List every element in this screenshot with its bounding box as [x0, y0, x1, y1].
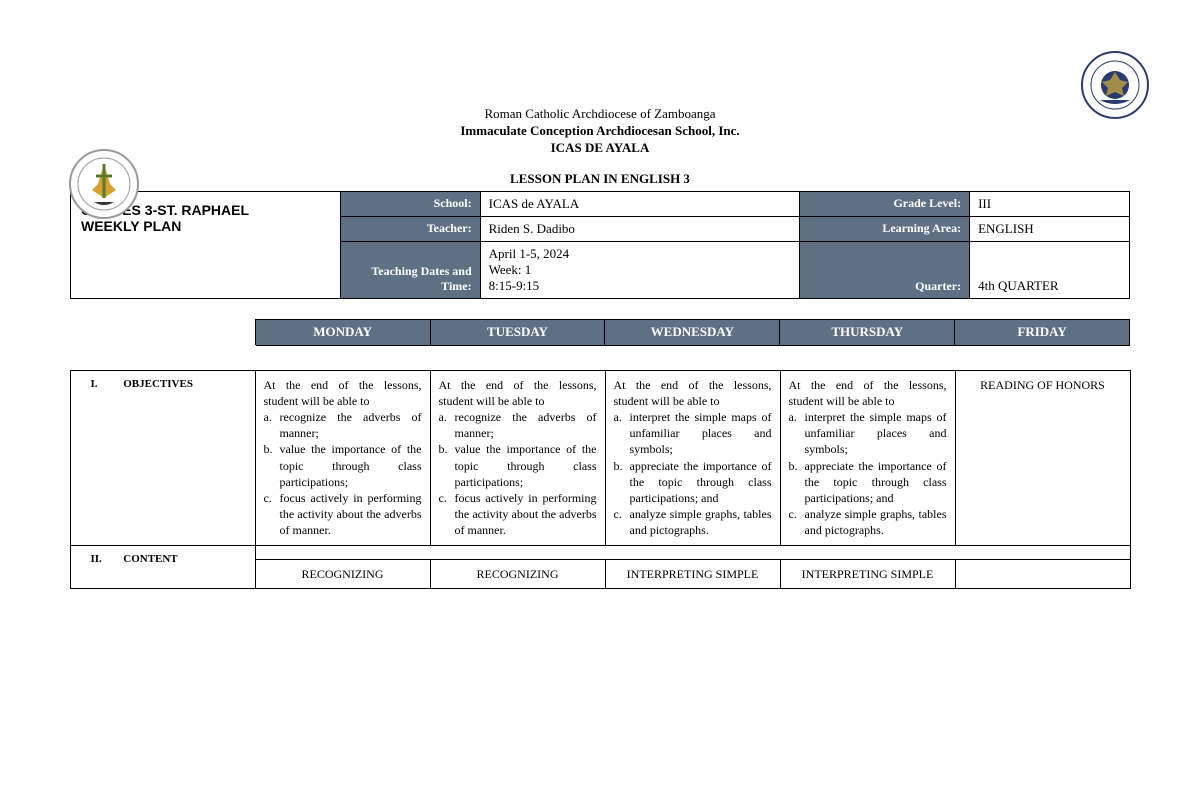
learning-area-value: ENGLISH [970, 216, 1130, 241]
obj-thu-b: appreciate the importance of the topic t… [805, 458, 947, 507]
days-blank-cell [71, 319, 256, 345]
quarter-value: 4th QUARTER [970, 241, 1130, 298]
obj-intro-tue: At the end of the lessons, student will … [439, 377, 597, 409]
objectives-wednesday: At the end of the lessons, student will … [605, 370, 780, 545]
teacher-label: Teacher: [340, 216, 480, 241]
obj-intro-mon: At the end of the lessons, student will … [264, 377, 422, 409]
objectives-label: OBJECTIVES [123, 378, 193, 390]
header-line-school: Immaculate Conception Archdiocesan Schoo… [0, 123, 1200, 140]
obj-tue-b: value the importance of the topic throug… [455, 441, 597, 490]
obj-wed-c: analyze simple graphs, tables and pictog… [630, 506, 772, 538]
plan-title-line2: WEEKLY PLAN [81, 218, 330, 234]
content-row-header: II. CONTENT [70, 545, 255, 588]
day-thursday: THURSDAY [780, 319, 955, 345]
obj-intro-wed: At the end of the lessons, student will … [614, 377, 772, 409]
content-blank-row [255, 545, 1130, 559]
info-table: GRADES 3-ST. RAPHAEL WEEKLY PLAN School:… [70, 191, 1130, 299]
plan-content-table: I. OBJECTIVES At the end of the lessons,… [70, 370, 1131, 589]
obj-intro-thu: At the end of the lessons, student will … [789, 377, 947, 409]
content-friday [955, 559, 1130, 588]
school-label: School: [340, 191, 480, 216]
quarter-label: Quarter: [800, 241, 970, 298]
teaching-dates-value: April 1-5, 2024 Week: 1 8:15-9:15 [480, 241, 800, 298]
day-wednesday: WEDNESDAY [605, 319, 780, 345]
content-roman: II. [91, 552, 121, 567]
obj-mon-a: recognize the adverbs of manner; [280, 409, 422, 441]
school-seal-right [1080, 50, 1150, 120]
content-label: CONTENT [123, 553, 177, 565]
objectives-friday: READING OF HONORS [955, 370, 1130, 545]
header-line-campus: ICAS DE AYALA [0, 140, 1200, 157]
objectives-thursday: At the end of the lessons, student will … [780, 370, 955, 545]
header-line-archdiocese: Roman Catholic Archdiocese of Zamboanga [0, 106, 1200, 123]
days-header-table: MONDAY TUESDAY WEDNESDAY THURSDAY FRIDAY [70, 319, 1130, 346]
obj-wed-b: appreciate the importance of the topic t… [630, 458, 772, 507]
obj-mon-c: focus actively in performing the activit… [280, 490, 422, 539]
content-monday: RECOGNIZING [255, 559, 430, 588]
objectives-monday: At the end of the lessons, student will … [255, 370, 430, 545]
teaching-dates-label: Teaching Dates and Time: [340, 241, 480, 298]
content-thursday: INTERPRETING SIMPLE [780, 559, 955, 588]
teacher-value: Riden S. Dadibo [480, 216, 800, 241]
lesson-plan-title: LESSON PLAN IN ENGLISH 3 [0, 171, 1200, 187]
learning-area-label: Learning Area: [800, 216, 970, 241]
obj-tue-c: focus actively in performing the activit… [455, 490, 597, 539]
objectives-row-header: I. OBJECTIVES [70, 370, 255, 545]
grade-level-value: III [970, 191, 1130, 216]
diocese-seal-left [68, 148, 140, 220]
obj-mon-b: value the importance of the topic throug… [280, 441, 422, 490]
content-tuesday: RECOGNIZING [430, 559, 605, 588]
day-friday: FRIDAY [955, 319, 1130, 345]
grade-level-label: Grade Level: [800, 191, 970, 216]
obj-tue-a: recognize the adverbs of manner; [455, 409, 597, 441]
obj-wed-a: interpret the simple maps of unfamiliar … [630, 409, 772, 458]
day-monday: MONDAY [255, 319, 430, 345]
document-header: Roman Catholic Archdiocese of Zamboanga … [0, 0, 1200, 157]
objectives-tuesday: At the end of the lessons, student will … [430, 370, 605, 545]
objectives-roman: I. [91, 377, 121, 392]
school-value: ICAS de AYALA [480, 191, 800, 216]
obj-thu-c: analyze simple graphs, tables and pictog… [805, 506, 947, 538]
day-tuesday: TUESDAY [430, 319, 605, 345]
dates-line1: April 1-5, 2024 [489, 246, 792, 262]
dates-line2: Week: 1 [489, 262, 792, 278]
dates-line3: 8:15-9:15 [489, 278, 792, 294]
obj-thu-a: interpret the simple maps of unfamiliar … [805, 409, 947, 458]
content-wednesday: INTERPRETING SIMPLE [605, 559, 780, 588]
